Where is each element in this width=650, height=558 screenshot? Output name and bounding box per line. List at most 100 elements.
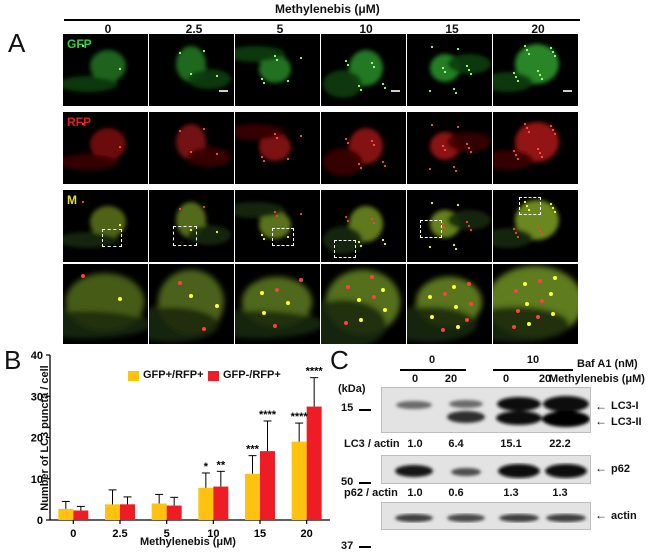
marker-50-tick [359, 482, 371, 484]
lc3-i-arrow: ← [595, 399, 607, 413]
y-tick-label: 0 [37, 515, 43, 527]
zoom-box [173, 226, 197, 246]
actin-arrow: ← [595, 508, 607, 522]
p62-label: p62 [611, 463, 630, 475]
micrograph-r3-c1 [149, 264, 234, 344]
lc3-ratio-2: 6.4 [448, 438, 464, 450]
micrograph-r0-c1 [149, 34, 234, 106]
bar-gfp-rfp [245, 473, 260, 520]
lc3-ratio-1: 1.0 [407, 438, 423, 450]
methylenebis-value-2: 20 [444, 373, 458, 385]
column-label-5: 20 [531, 22, 545, 36]
zoom-box [334, 240, 356, 258]
x-tick-label: 10 [207, 528, 219, 540]
zoom-box [519, 197, 541, 215]
row-label-1: RFP [67, 115, 91, 129]
zoom-box [420, 220, 442, 238]
p62-blot [381, 455, 591, 484]
x-tick-label: 5 [164, 528, 170, 540]
lc3-ratio-3: 15.1 [500, 438, 522, 450]
zoom-box [272, 228, 294, 246]
significance-label: **** [291, 411, 309, 423]
significance-label: * [204, 461, 209, 473]
row-label-0: GFP [67, 37, 92, 51]
panel-b-xlabel: Methylenebis (μM) [140, 536, 236, 548]
panel-b-letter: B [4, 345, 22, 375]
micrograph-r1-c1 [149, 112, 234, 184]
panel-a-title: Methylenebis (μM) [275, 2, 380, 16]
significance-label: ** [217, 459, 226, 471]
row-label-2: M [67, 193, 77, 207]
p62-ratio-1: 1.0 [407, 487, 423, 499]
bar-gfp-rfp [58, 508, 74, 520]
bar-gfp-rfp [105, 504, 120, 520]
baf-line-10 [493, 369, 573, 371]
significance-label: *** [246, 444, 260, 456]
scale-bar [391, 90, 400, 92]
panel-a-title-line [64, 19, 580, 21]
lc3-blot [381, 387, 591, 433]
micrograph-r3-c3 [321, 264, 406, 344]
y-tick-label: 20 [31, 433, 43, 445]
micrograph-r2-c3 [321, 190, 406, 262]
legend-swatch-gfp-rfp [128, 371, 139, 381]
bar-gfp-rfp [151, 503, 167, 520]
lc3-ii-label: LC3-II [611, 416, 642, 428]
actin-blot [381, 502, 591, 530]
significance-label: **** [259, 409, 277, 421]
legend-label-gfpneg-rfp: GFP-/RFP+ [223, 369, 281, 381]
bar-gfpneg-rfp [213, 486, 229, 520]
micrograph-r2-c4 [407, 190, 492, 262]
column-label-1: 2.5 [185, 22, 203, 36]
column-label-2: 5 [276, 22, 284, 36]
marker-15-tick [359, 409, 371, 411]
x-tick-label: 2.5 [112, 528, 127, 540]
baf-line-0 [400, 369, 466, 371]
bar-gfpneg-rfp [73, 510, 89, 520]
significance-label: **** [306, 366, 324, 378]
panel-a-letter: A [8, 28, 26, 58]
p62-ratio-4: 1.3 [552, 487, 568, 499]
marker-37-tick [359, 546, 371, 548]
legend-swatch-gfpneg-rfp [208, 371, 219, 381]
marker-50: 50 [341, 476, 354, 488]
legend-label-gfp-rfp: GFP+/RFP+ [143, 369, 204, 381]
bar-gfp-rfp [198, 487, 214, 520]
bar-gfp-rfp [291, 441, 307, 520]
lc3-i-label: LC3-I [611, 400, 639, 412]
micrograph-r1-c5 [493, 112, 578, 184]
micrograph-r2-c5 [493, 190, 578, 262]
actin-label: actin [611, 510, 637, 522]
methylenebis-label: Methylenebis (μM) [549, 373, 645, 385]
bar-gfpneg-rfp [120, 504, 135, 520]
zoom-box [102, 229, 122, 247]
lc3-ratio-4: 22.2 [549, 438, 571, 450]
micrograph-r3-c4 [407, 264, 492, 344]
marker-15: 15 [341, 402, 354, 414]
scale-bar [563, 90, 572, 92]
kda-label: (kDa) [338, 383, 366, 395]
p62-ratio-3: 1.3 [503, 487, 519, 499]
micrograph-r1-c0: RFP [63, 112, 148, 184]
marker-37: 37 [341, 540, 354, 552]
column-label-3: 10 [359, 22, 373, 36]
micrograph-r1-c3 [321, 112, 406, 184]
micrograph-r1-c2 [235, 112, 320, 184]
baf-value-10: 10 [526, 354, 540, 366]
methylenebis-value-4: 20 [538, 373, 552, 385]
micrograph-r0-c3 [321, 34, 406, 106]
column-label-0: 0 [104, 22, 112, 36]
p62-ratio-2: 0.6 [448, 487, 464, 499]
scale-bar [219, 90, 228, 92]
y-tick-label: 40 [31, 350, 43, 362]
micrograph-r0-c0: GFP [63, 34, 148, 106]
panel-c-letter: C [330, 345, 349, 375]
x-tick-label: 20 [301, 528, 313, 540]
p62-arrow: ← [595, 461, 607, 475]
methylenebis-value-3: 0 [502, 373, 510, 385]
p62-ratio-label: p62 / actin [344, 487, 398, 499]
lc3-ii-arrow: ← [595, 414, 607, 428]
micrograph-r2-c0: M [63, 190, 148, 262]
y-tick-label: 30 [31, 391, 43, 403]
